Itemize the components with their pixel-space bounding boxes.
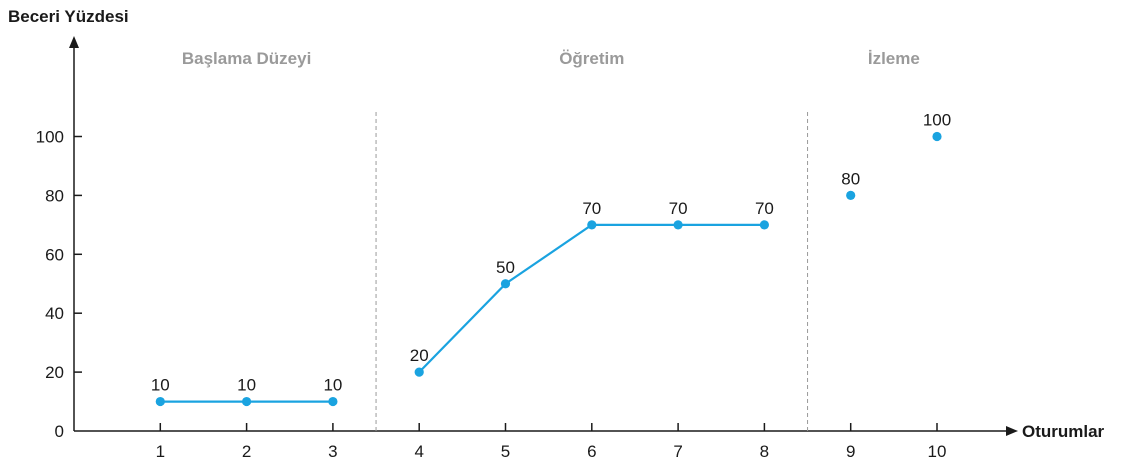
phase-label: İzleme (868, 49, 920, 68)
data-label: 20 (410, 346, 429, 365)
x-tick-label: 2 (242, 442, 251, 461)
x-tick-label: 3 (328, 442, 337, 461)
x-axis-arrow-icon (1006, 426, 1018, 436)
data-label: 10 (323, 376, 342, 395)
data-label: 10 (151, 376, 170, 395)
x-tick-label: 9 (846, 442, 855, 461)
y-tick-label: 80 (45, 186, 64, 205)
y-tick-label: 0 (55, 422, 64, 441)
data-point (673, 220, 683, 230)
data-point (414, 367, 424, 377)
data-point (587, 220, 597, 230)
series-line (418, 223, 765, 373)
data-label: 70 (755, 199, 774, 218)
data-point (846, 190, 856, 200)
data-label: 100 (923, 111, 951, 130)
y-tick-label: 60 (45, 245, 64, 264)
y-ticks: 0 20 40 60 80 100 (36, 128, 82, 441)
phase-dividers (375, 112, 809, 431)
x-tick-label: 10 (928, 442, 947, 461)
phase-label: Başlama Düzeyi (182, 49, 311, 68)
x-tick-label: 5 (501, 442, 510, 461)
data-label: 70 (582, 199, 601, 218)
data-labels: 10 10 10 20 50 70 70 70 80 100 (151, 111, 951, 395)
data-label: 70 (669, 199, 688, 218)
data-label: 10 (237, 376, 256, 395)
data-label: 80 (841, 169, 860, 188)
phase-labels: Başlama Düzeyi Öğretim İzleme (182, 49, 920, 68)
x-tick-label: 6 (587, 442, 596, 461)
y-tick-label: 20 (45, 363, 64, 382)
data-point (932, 131, 942, 142)
y-tick-label: 100 (36, 128, 64, 147)
x-ticks: 1 2 3 4 5 6 7 8 9 10 (156, 423, 947, 461)
phase-label: Öğretim (559, 49, 624, 68)
y-axis-title: Beceri Yüzdesi (8, 7, 129, 26)
x-tick-label: 4 (414, 442, 423, 461)
data-point (155, 396, 165, 407)
x-tick-label: 7 (673, 442, 682, 461)
x-tick-label: 1 (156, 442, 165, 461)
axes: Beceri Yüzdesi Oturumlar (8, 7, 1105, 441)
y-tick-label: 40 (45, 304, 64, 323)
y-axis-arrow-icon (69, 36, 79, 48)
data-points (155, 131, 942, 407)
data-label: 50 (496, 258, 515, 277)
x-tick-label: 8 (760, 442, 769, 461)
x-axis-title: Oturumlar (1022, 422, 1105, 441)
data-point (500, 279, 511, 289)
data-point (242, 396, 252, 407)
data-point (328, 396, 338, 407)
data-point (759, 220, 770, 230)
